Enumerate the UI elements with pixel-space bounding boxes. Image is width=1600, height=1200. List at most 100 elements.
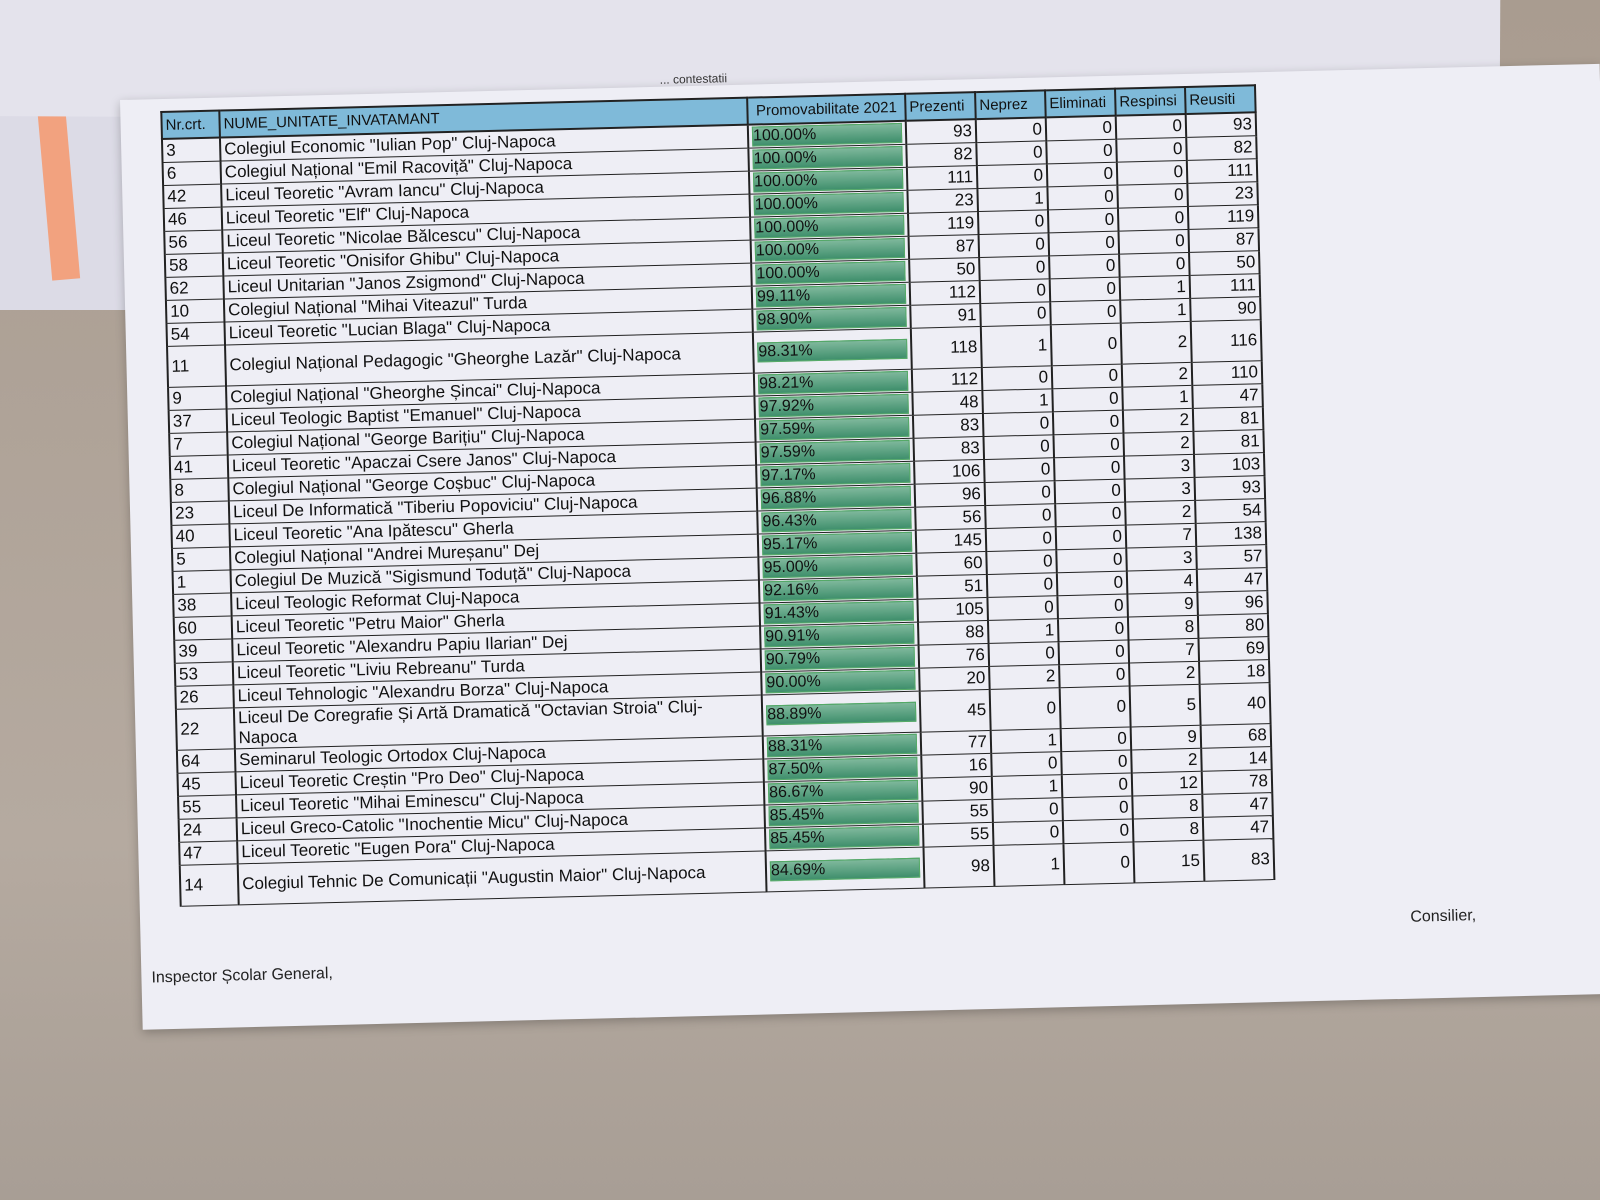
- cell-nr: 23: [170, 500, 230, 526]
- cell-reusiti: 50: [1189, 250, 1260, 276]
- column-header: Eliminati: [1045, 88, 1116, 118]
- cell-neprez: 0: [984, 457, 1055, 483]
- promovabilitate-bar: 100.00%: [752, 145, 903, 170]
- cell-eliminati: 0: [1047, 185, 1118, 210]
- cell-respinsi: 2: [1125, 500, 1196, 526]
- cell-reusiti: 23: [1187, 181, 1258, 207]
- signature-right: Consilier,: [1410, 907, 1477, 926]
- cell-reusiti: 93: [1194, 475, 1266, 501]
- cell-respinsi: 2: [1129, 661, 1200, 687]
- cell-eliminati: 0: [1055, 525, 1127, 550]
- cell-nr: 53: [174, 661, 234, 687]
- cell-neprez: 0: [976, 140, 1047, 166]
- cell-prezenti: 60: [916, 551, 987, 577]
- cell-nr: 11: [167, 345, 227, 388]
- cell-reusiti: 93: [1185, 112, 1257, 138]
- cell-respinsi: 7: [1125, 523, 1197, 549]
- promovabilitate-bar: 90.91%: [764, 623, 915, 648]
- cell-prezenti: 105: [917, 597, 988, 623]
- cell-prezenti: 76: [918, 643, 990, 669]
- cell-nr: 58: [164, 253, 224, 278]
- cell-reusiti: 69: [1198, 636, 1270, 662]
- cell-eliminati: 0: [1058, 640, 1130, 665]
- cell-prezenti: 83: [913, 436, 985, 462]
- cell-neprez: 0: [988, 641, 1060, 667]
- cell-prezenti: 20: [919, 666, 990, 692]
- cell-nr: 60: [173, 615, 233, 641]
- cell-pct: 98.31%: [752, 328, 912, 374]
- cell-neprez: 0: [980, 301, 1051, 327]
- cell-respinsi: 2: [1122, 408, 1194, 434]
- cell-respinsi: 1: [1119, 275, 1191, 301]
- cell-eliminati: 0: [1045, 115, 1117, 141]
- cell-neprez: 1: [980, 324, 1052, 368]
- cell-respinsi: 0: [1115, 113, 1187, 140]
- cell-eliminati: 0: [1059, 686, 1131, 729]
- cell-neprez: 0: [983, 434, 1055, 460]
- cell-reusiti: 18: [1199, 659, 1270, 685]
- cell-neprez: 0: [975, 117, 1047, 143]
- cell-reusiti: 57: [1196, 544, 1267, 570]
- promovabilitate-bar: 84.69%: [769, 857, 921, 882]
- cell-neprez: 0: [986, 572, 1058, 598]
- promovabilitate-bar: 100.00%: [754, 237, 906, 262]
- cell-prezenti: 83: [912, 413, 984, 439]
- cell-neprez: 0: [987, 595, 1058, 621]
- cell-prezenti: 23: [907, 188, 978, 214]
- cell-respinsi: 0: [1116, 160, 1188, 186]
- cell-respinsi: 9: [1130, 725, 1202, 750]
- cell-nr: 41: [169, 454, 229, 480]
- cell-eliminati: 0: [1057, 617, 1129, 642]
- cell-eliminati: 0: [1052, 410, 1124, 435]
- cell-prezenti: 82: [906, 142, 977, 168]
- promovabilitate-bar: 100.00%: [751, 122, 903, 147]
- cell-neprez: 0: [982, 411, 1054, 437]
- cell-nr: 22: [175, 707, 235, 751]
- cell-respinsi: 9: [1127, 592, 1198, 618]
- cell-respinsi: 2: [1123, 431, 1194, 457]
- caption: ... contestatii: [659, 71, 728, 87]
- cell-reusiti: 110: [1191, 360, 1263, 386]
- cell-neprez: 1: [991, 774, 1063, 800]
- cell-prezenti: 87: [908, 234, 980, 260]
- cell-prezenti: 106: [914, 459, 985, 485]
- promovabilitate-bar: 88.31%: [766, 733, 918, 758]
- cell-prezenti: 118: [910, 326, 982, 370]
- cell-respinsi: 1: [1122, 385, 1193, 411]
- cell-eliminati: 0: [1050, 323, 1122, 366]
- cell-prezenti: 50: [909, 257, 980, 283]
- promovabilitate-bar: 88.89%: [765, 701, 917, 726]
- cell-eliminati: 0: [1061, 772, 1133, 798]
- cell-neprez: 0: [977, 209, 1049, 235]
- cell-respinsi: 3: [1126, 546, 1197, 572]
- cell-eliminati: 0: [1050, 300, 1121, 325]
- cell-respinsi: 12: [1131, 771, 1203, 796]
- cell-neprez: 2: [989, 664, 1060, 690]
- cell-respinsi: 7: [1128, 638, 1200, 664]
- cell-eliminati: 0: [1054, 479, 1126, 504]
- promovabilitate-bar: 100.00%: [755, 260, 906, 285]
- cell-respinsi: 2: [1121, 362, 1193, 388]
- cell-respinsi: 15: [1133, 840, 1205, 883]
- cell-nr: 14: [179, 863, 239, 907]
- cell-nr: 37: [168, 408, 228, 434]
- cell-reusiti: 111: [1186, 158, 1258, 184]
- promovabilitate-bar: 100.00%: [752, 168, 904, 193]
- cell-reusiti: 90: [1190, 296, 1261, 322]
- cell-respinsi: 5: [1129, 684, 1201, 727]
- promovabilitate-bar: 100.00%: [753, 191, 904, 216]
- cell-respinsi: 2: [1120, 321, 1192, 365]
- cell-nr: 9: [168, 385, 227, 411]
- cell-prezenti: 51: [916, 574, 988, 600]
- cell-reusiti: 47: [1202, 792, 1273, 818]
- cell-neprez: 0: [992, 797, 1063, 823]
- cell-nr: 7: [169, 431, 228, 457]
- cell-prezenti: 96: [914, 482, 986, 508]
- column-header: Neprez: [975, 90, 1046, 120]
- cell-eliminati: 0: [1048, 231, 1120, 256]
- column-header: Nr.crt.: [161, 110, 220, 139]
- cell-neprez: 0: [981, 365, 1053, 391]
- cell-eliminati: 0: [1053, 433, 1124, 458]
- cell-prezenti: 45: [919, 689, 991, 733]
- cell-respinsi: 0: [1119, 252, 1190, 278]
